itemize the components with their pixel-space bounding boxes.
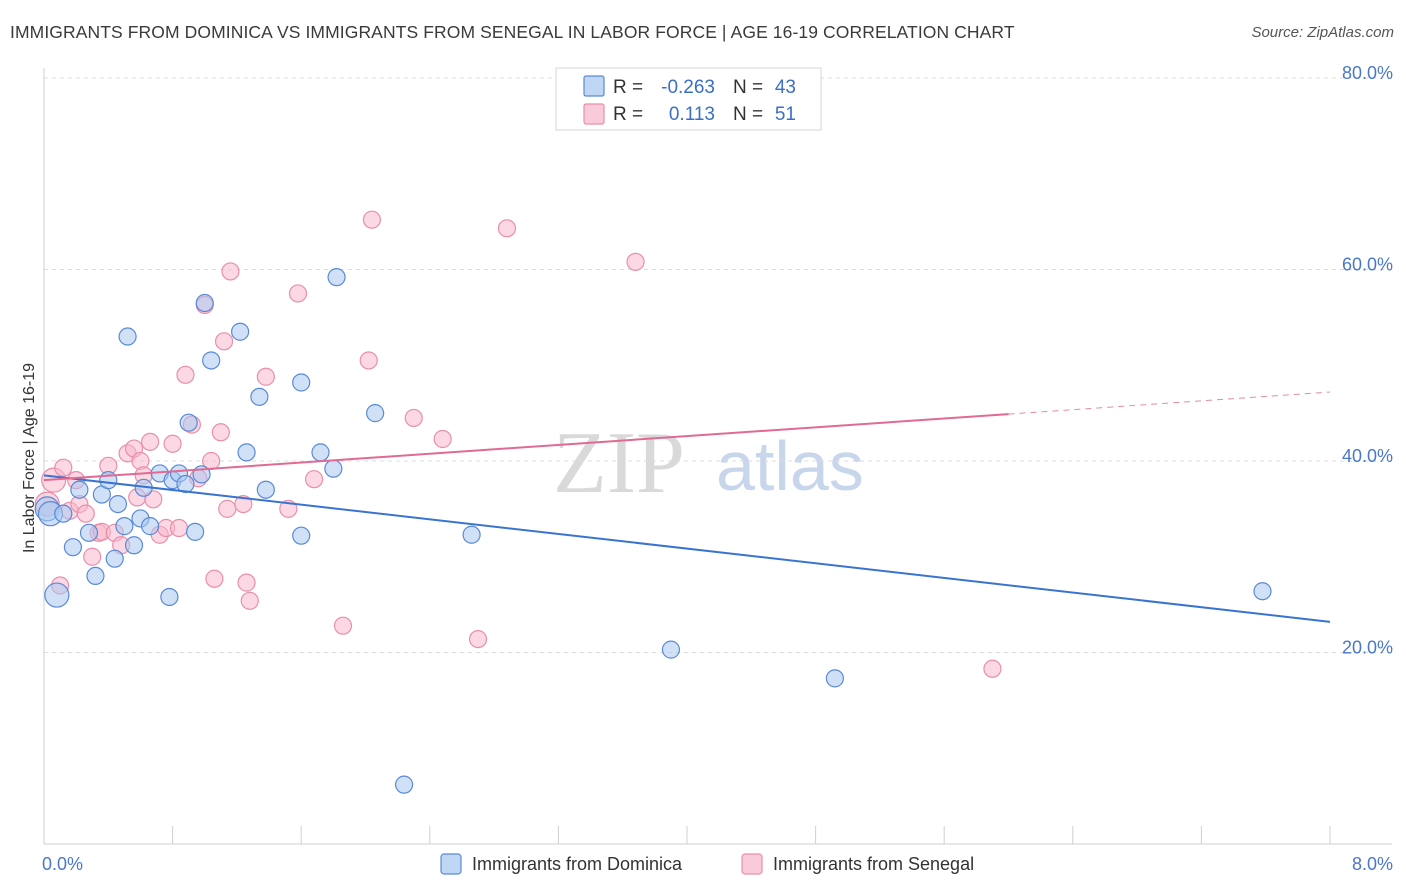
senegal-point-7 bbox=[76, 504, 95, 523]
dominica-point-35 bbox=[324, 459, 343, 478]
dominica-point-10 bbox=[105, 549, 124, 568]
y-tick-label-1: 40.0% bbox=[1342, 446, 1393, 466]
bottom-legend-label-dominica: Immigrants from Dominica bbox=[472, 854, 683, 874]
bottom-legend-label-senegal: Immigrants from Senegal bbox=[773, 854, 974, 874]
series-legend: Immigrants from Dominica Immigrants from… bbox=[440, 853, 974, 875]
legend-n-value-senegal: 51 bbox=[775, 104, 796, 125]
dominica-point-4 bbox=[63, 538, 83, 557]
senegal-point-38 bbox=[256, 367, 275, 386]
senegal-point-3 bbox=[54, 458, 73, 477]
dominica-point-13 bbox=[118, 327, 137, 346]
dominica-point-31 bbox=[256, 480, 275, 499]
y-tick-label-3: 80.0% bbox=[1342, 63, 1393, 83]
senegal-point-23 bbox=[163, 434, 182, 453]
senegal-point-43 bbox=[359, 351, 378, 370]
senegal-point-45 bbox=[404, 408, 423, 428]
senegal-point-37 bbox=[240, 591, 259, 610]
y-tick-labels: 20.0% 40.0% 60.0% 80.0% bbox=[1342, 63, 1393, 658]
senegal-point-41 bbox=[304, 470, 324, 489]
dominica-point-38 bbox=[394, 775, 414, 794]
senegal-point-40 bbox=[288, 284, 308, 303]
x-tick-label-1: 8.0% bbox=[1352, 854, 1393, 874]
x-tick-label-0: 0.0% bbox=[42, 854, 83, 874]
senegal-trend-extension bbox=[1008, 391, 1331, 415]
senegal-point-8 bbox=[83, 547, 102, 566]
dominica-point-11 bbox=[108, 494, 128, 514]
dominica-point-6 bbox=[79, 523, 99, 542]
dominica-point-14 bbox=[124, 536, 144, 555]
legend-swatch-senegal bbox=[583, 103, 605, 125]
senegal-point-49 bbox=[626, 252, 645, 271]
dominica-point-29 bbox=[237, 443, 256, 462]
senegal-point-44 bbox=[362, 210, 382, 229]
dominica-point-3 bbox=[54, 504, 73, 523]
dominica-point-12 bbox=[115, 517, 134, 536]
dominica-point-30 bbox=[250, 387, 269, 406]
senegal-point-50 bbox=[983, 659, 1002, 678]
correlation-legend: R = -0.263 N = 43 R = 0.113 N = 51 bbox=[555, 67, 822, 131]
dominica-point-7 bbox=[86, 566, 105, 586]
senegal-point-25 bbox=[176, 365, 195, 384]
dominica-point-37 bbox=[366, 404, 385, 423]
legend-swatch-dominica bbox=[583, 75, 605, 97]
dominica-point-40 bbox=[661, 640, 681, 659]
dominica-point-36 bbox=[327, 268, 346, 287]
senegal-point-24 bbox=[169, 518, 189, 538]
dominica-point-5 bbox=[70, 480, 89, 499]
grid bbox=[44, 77, 1392, 653]
legend-r-value-dominica: -0.263 bbox=[661, 77, 715, 98]
legend-r-label-senegal: R = bbox=[613, 104, 643, 125]
senegal-point-42 bbox=[333, 616, 353, 635]
y-axis-title: In Labor Force | Age 16-19 bbox=[21, 363, 38, 553]
dominica-point-41 bbox=[825, 669, 844, 688]
legend-r-label-dominica: R = bbox=[613, 77, 643, 98]
dominica-point-39 bbox=[462, 525, 481, 544]
senegal-point-19 bbox=[140, 432, 160, 451]
dominica-point-33 bbox=[292, 373, 311, 392]
dominica-point-23 bbox=[179, 413, 198, 432]
senegal-point-35 bbox=[234, 494, 253, 514]
legend-n-label-senegal: N = bbox=[733, 104, 763, 125]
senegal-point-32 bbox=[214, 332, 234, 351]
bottom-legend-swatch-dominica bbox=[440, 853, 462, 875]
dominica-point-32 bbox=[292, 526, 311, 545]
dominica-point-27 bbox=[202, 351, 221, 370]
x-tick-labels: 0.0% 8.0% bbox=[42, 854, 1393, 874]
dominica-points bbox=[34, 268, 1272, 794]
senegal-point-34 bbox=[221, 262, 240, 281]
senegal-point-33 bbox=[218, 499, 237, 518]
axes bbox=[43, 68, 1392, 845]
dominica-point-42 bbox=[1253, 582, 1272, 601]
senegal-point-31 bbox=[211, 423, 230, 442]
y-tick-label-2: 60.0% bbox=[1342, 255, 1393, 275]
watermark-atlas: atlas bbox=[716, 427, 864, 505]
chart-title: IMMIGRANTS FROM DOMINICA VS IMMIGRANTS F… bbox=[10, 22, 1015, 42]
senegal-point-46 bbox=[433, 429, 452, 449]
dominica-point-9 bbox=[99, 471, 118, 490]
dominica-point-26 bbox=[195, 293, 214, 313]
dominica-point-19 bbox=[160, 587, 179, 607]
watermark-zip: ZIP bbox=[553, 415, 685, 512]
senegal-point-36 bbox=[237, 573, 256, 592]
legend-n-value-dominica: 43 bbox=[775, 77, 796, 98]
y-tick-label-0: 20.0% bbox=[1342, 638, 1393, 658]
senegal-point-47 bbox=[468, 629, 488, 649]
senegal-point-48 bbox=[497, 219, 517, 238]
dominica-trend-line bbox=[43, 474, 1331, 623]
chart-source: Source: ZipAtlas.com bbox=[1251, 24, 1394, 41]
dominica-point-28 bbox=[231, 322, 250, 341]
legend-r-value-senegal: 0.113 bbox=[669, 104, 715, 125]
trend-lines bbox=[43, 391, 1331, 623]
dominica-point-24 bbox=[186, 522, 205, 541]
dominica-point-2 bbox=[44, 582, 70, 608]
senegal-point-30 bbox=[205, 569, 224, 588]
legend-n-label-dominica: N = bbox=[733, 77, 763, 98]
dominica-point-34 bbox=[311, 443, 330, 462]
senegal-trend-line bbox=[43, 413, 1009, 482]
bottom-legend-swatch-senegal bbox=[741, 853, 763, 875]
dominica-point-17 bbox=[140, 517, 160, 536]
